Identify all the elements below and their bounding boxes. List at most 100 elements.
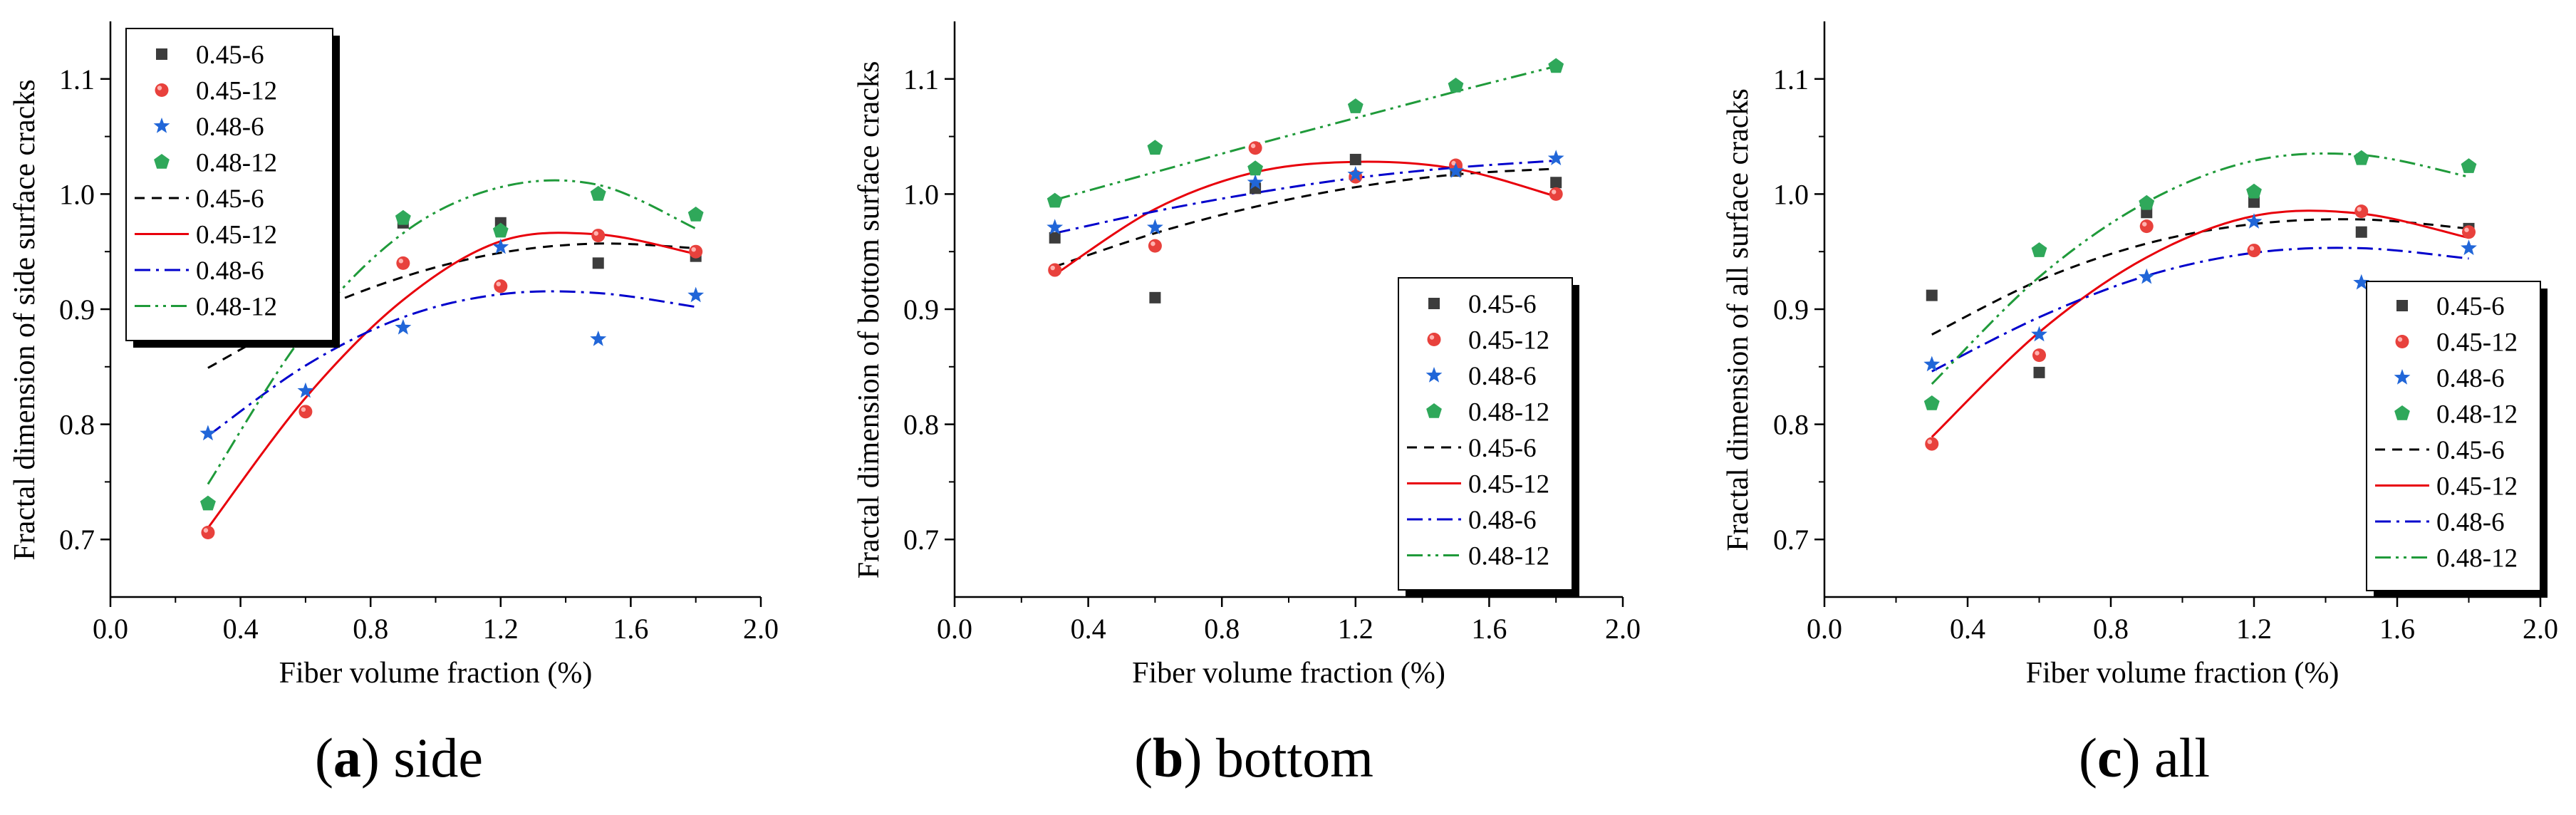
- y-tick-label: 0.9: [903, 294, 939, 326]
- legend-label: 0.48-6: [2436, 508, 2505, 537]
- chart-panel-c-all: 0.0 0.4 0.8 1.2 1.6 2.0 0.7 0.8 0.9 1.0 1.1 Fiber v…: [1722, 21, 2558, 789]
- legend-marker-0.45-6: [1428, 298, 1440, 309]
- x-axis-label: Fiber volume fraction (%): [2026, 657, 2339, 690]
- caption-close-paren: ): [1183, 727, 1215, 789]
- data-point-0.48-6: [590, 331, 607, 346]
- y-axis-label: Fractal dimension of bottom surface crac…: [853, 61, 886, 579]
- data-point-0.45-12: [201, 526, 215, 540]
- caption-open-paren: (: [1134, 727, 1153, 789]
- marker-fill: [2139, 219, 2154, 234]
- data-point-0.48-6: [395, 318, 412, 335]
- legend: 0.45-6 0.45-12 0.48-6 0.48-12 0.45-6 0.45-12 0…: [2366, 281, 2548, 598]
- legend-label: 0.48-12: [196, 293, 277, 322]
- data-point-0.45-12: [1925, 437, 1939, 451]
- data-point-0.48-6: [687, 286, 705, 303]
- data-point-0.45-12: [2139, 219, 2154, 234]
- legend-box: [125, 28, 333, 341]
- marker-fill: [591, 229, 606, 243]
- data-point-0.45-12: [591, 229, 606, 243]
- marker-highlight: [2357, 207, 2362, 212]
- caption-open-paren: (: [2079, 727, 2097, 789]
- marker-highlight: [691, 247, 696, 252]
- x-tick-label: 0.4: [1071, 613, 1106, 645]
- data-point-0.48-6: [1547, 150, 1564, 165]
- x-tick-label: 1.2: [1338, 613, 1373, 645]
- x-tick-label: 2.0: [743, 613, 779, 645]
- data-point-0.48-6: [1448, 162, 1464, 178]
- data-point-0.48-12: [1923, 395, 1940, 410]
- data-point-0.48-12: [687, 207, 704, 222]
- panel-caption: (a) side: [315, 727, 483, 789]
- marker-highlight: [1552, 190, 1557, 194]
- data-point-0.45-6: [2355, 226, 2367, 238]
- caption-open-paren: (: [315, 727, 333, 789]
- y-tick-label: 0.9: [1773, 294, 1809, 326]
- legend-marker-0.48-12: [154, 154, 170, 169]
- legend-box: [1398, 277, 1573, 591]
- marker-highlight: [2142, 222, 2147, 227]
- data-point-0.45-6: [1049, 232, 1061, 244]
- fit-curve-0.48-6: [207, 290, 696, 437]
- legend-marker-0.48-6: [153, 118, 170, 133]
- fit-curve-0.48-12: [1054, 65, 1557, 201]
- data-point-0.48-12: [395, 209, 411, 225]
- marker-highlight: [398, 259, 404, 264]
- x-tick-label: 2.0: [2523, 613, 2558, 645]
- x-tick-label: 1.6: [613, 613, 648, 645]
- data-point-0.48-6: [2353, 274, 2370, 290]
- marker-highlight: [1050, 265, 1055, 271]
- marker-highlight: [1250, 143, 1256, 148]
- data-point-0.48-6: [492, 238, 509, 254]
- caption-letter: b: [1153, 727, 1183, 789]
- data-point-0.48-12: [590, 185, 606, 201]
- data-point-0.45-6: [1926, 289, 1938, 301]
- legend-label: 0.48-12: [1468, 398, 1549, 427]
- marker-highlight: [1151, 241, 1155, 246]
- x-tick-label: 0.8: [2093, 613, 2129, 645]
- y-tick-label: 0.7: [903, 524, 939, 556]
- data-point-0.48-12: [2461, 158, 2477, 173]
- data-point-0.45-12: [1248, 141, 1262, 155]
- marker-fill: [1549, 187, 1563, 201]
- marker-fill: [298, 405, 313, 419]
- y-tick-label: 1.0: [903, 178, 939, 210]
- data-point-0.45-12: [1549, 187, 1563, 201]
- marker-highlight: [301, 407, 306, 412]
- marker-fill: [396, 256, 410, 270]
- marker-fill: [1248, 141, 1262, 155]
- data-point-0.48-12: [1247, 160, 1263, 176]
- caption-letter: c: [2097, 727, 2122, 789]
- x-axis-label: Fiber volume fraction (%): [279, 657, 593, 690]
- x-tick-label: 1.6: [1471, 613, 1507, 645]
- caption-letter: a: [333, 727, 361, 789]
- y-tick-label: 1.1: [903, 63, 939, 95]
- marker-fill: [2032, 348, 2046, 363]
- marker-highlight: [1429, 335, 1435, 340]
- y-tick-label: 1.1: [59, 63, 95, 95]
- data-point-0.48-12: [2031, 242, 2047, 257]
- data-point-0.45-6: [1550, 177, 1562, 189]
- y-tick-label: 0.8: [59, 409, 95, 441]
- legend-label: 0.45-6: [196, 41, 264, 70]
- data-point-0.48-6: [1046, 219, 1064, 234]
- legend-box: [2366, 281, 2541, 591]
- legend-label: 0.48-6: [1468, 362, 1537, 391]
- data-point-0.48-12: [1347, 98, 1364, 113]
- y-axis-label: Fractal dimension of all surface cracks: [1722, 88, 1755, 551]
- data-point-0.48-12: [200, 495, 216, 511]
- y-tick-label: 0.8: [1773, 409, 1809, 441]
- caption-text: all: [2154, 727, 2210, 789]
- legend-marker-0.45-6: [156, 48, 167, 60]
- fit-curve-0.45-12: [1054, 160, 1557, 276]
- data-point-0.48-6: [1347, 165, 1364, 182]
- data-point-0.48-6: [2031, 326, 2047, 342]
- data-point-0.48-6: [1247, 174, 1264, 190]
- marker-highlight: [157, 85, 162, 90]
- data-point-0.45-12: [2354, 204, 2369, 219]
- x-tick-label: 1.6: [2379, 613, 2415, 645]
- legend-label: 0.48-6: [196, 256, 264, 286]
- legend-label: 0.45-12: [196, 77, 277, 106]
- data-point-0.48-12: [2139, 194, 2155, 210]
- x-tick-label: 0.0: [1807, 613, 1842, 645]
- x-tick-label: 2.0: [1605, 613, 1641, 645]
